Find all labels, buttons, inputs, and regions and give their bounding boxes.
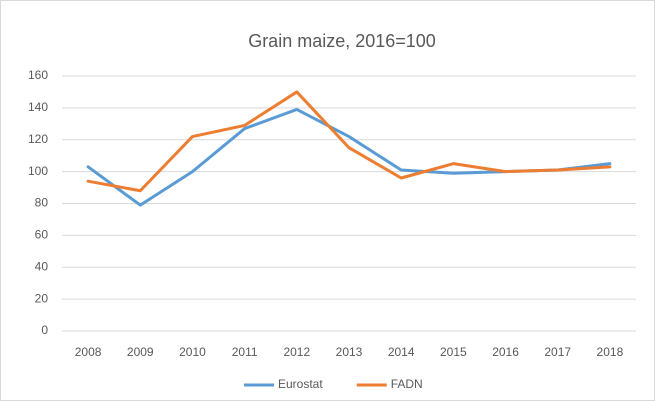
- x-tick-label: 2011: [232, 345, 258, 359]
- y-tick-label: 0: [41, 323, 48, 337]
- x-tick-label: 2016: [492, 345, 519, 359]
- legend-label: Eurostat: [278, 377, 323, 391]
- y-tick-label: 40: [35, 259, 49, 273]
- x-tick-label: 2008: [75, 345, 102, 359]
- y-tick-label: 120: [28, 132, 48, 146]
- y-tick-label: 20: [35, 291, 49, 305]
- y-tick-label: 140: [28, 100, 48, 114]
- x-tick-label: 2014: [388, 345, 415, 359]
- y-tick-label: 100: [28, 164, 48, 178]
- x-tick-label: 2013: [336, 345, 363, 359]
- chart-title: Grain maize, 2016=100: [248, 31, 436, 51]
- y-tick-label: 160: [28, 68, 48, 82]
- legend-label: FADN: [391, 377, 423, 391]
- x-tick-label: 2015: [440, 345, 467, 359]
- x-tick-label: 2010: [179, 345, 206, 359]
- line-series: [86, 90, 612, 193]
- x-tick-label: 2017: [544, 345, 571, 359]
- x-tick-label: 2012: [283, 345, 310, 359]
- y-tick-label: 60: [35, 228, 49, 242]
- x-tick-label: 2009: [127, 345, 154, 359]
- x-tick-label: 2018: [597, 345, 624, 359]
- y-tick-label: 80: [35, 196, 49, 210]
